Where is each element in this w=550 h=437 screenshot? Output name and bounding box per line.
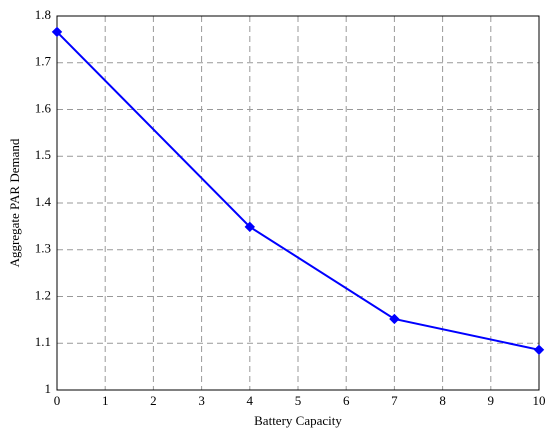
x-tick-label: 0 [54, 393, 61, 408]
axes-box [56, 15, 540, 391]
y-tick-label: 1.8 [35, 7, 51, 22]
y-tick-label: 1.5 [35, 147, 51, 162]
data-point [51, 26, 63, 38]
x-tick-label: 5 [295, 393, 302, 408]
y-tick-label: 1.1 [35, 334, 51, 349]
y-tick-label: 1 [45, 381, 52, 396]
x-tick-label: 8 [439, 393, 446, 408]
data-point [533, 344, 545, 356]
y-tick-label: 1.2 [35, 287, 51, 302]
y-axis-label: Aggregate PAR Demand [7, 138, 22, 267]
y-tick-label: 1.3 [35, 241, 51, 256]
data-line [56, 31, 540, 351]
x-tick-label: 3 [198, 393, 205, 408]
y-tick-label: 1.6 [35, 100, 52, 115]
x-tick-label: 10 [533, 393, 546, 408]
x-tick-label: 6 [343, 393, 350, 408]
x-tick-label: 4 [247, 393, 254, 408]
y-tick-label: 1.7 [35, 54, 52, 69]
x-tick-label: 7 [391, 393, 398, 408]
x-tick-label: 9 [488, 393, 495, 408]
x-tick-label: 2 [150, 393, 157, 408]
x-tick-label: 1 [102, 393, 109, 408]
x-axis-label: Battery Capacity [254, 413, 342, 428]
data-point [389, 313, 400, 325]
data-point [244, 221, 256, 233]
y-tick-label: 1.4 [35, 194, 52, 209]
